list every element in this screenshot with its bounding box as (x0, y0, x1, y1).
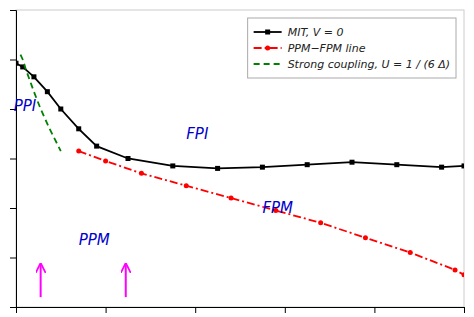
tick (10, 208, 16, 209)
tick-mark (374, 307, 375, 313)
point (318, 220, 323, 225)
tick-mark (10, 159, 16, 160)
point (139, 171, 144, 176)
tick-mark (10, 307, 16, 308)
tick-mark (10, 258, 16, 259)
tick (464, 307, 465, 313)
legend-label: Strong coupling, U = 1 / (6 Δ) (288, 58, 450, 71)
plot-area (16, 55, 464, 298)
point (439, 165, 444, 170)
legend-marker (265, 46, 270, 51)
legend: MIT, V = 0 PPM−FPM line Strong coupling, U… (248, 18, 456, 78)
legend-marker (265, 30, 270, 35)
point (76, 149, 81, 154)
annotation: PPI (14, 97, 37, 115)
tick-mark (106, 307, 107, 313)
tick (374, 307, 375, 313)
point (260, 165, 265, 170)
y-axis (10, 11, 17, 308)
point (229, 196, 234, 201)
point (363, 235, 368, 240)
point (76, 126, 81, 131)
point (16, 61, 19, 66)
point (45, 89, 50, 94)
point (305, 162, 310, 167)
tick (106, 307, 107, 313)
tick (10, 60, 16, 61)
tick-mark (464, 307, 465, 313)
legend-item: MIT, V = 0 (254, 26, 344, 39)
chart: FPI FPM PPM PPI MIT, V = 0 PPM−FPM line Strong… (0, 0, 474, 317)
legend-label: PPM−FPM line (288, 42, 366, 55)
arrow (125, 265, 127, 297)
axis-line (10, 11, 17, 308)
annotations: FPI FPM PPM PPI (14, 97, 293, 249)
tick-mark (195, 307, 196, 313)
tick-mark (285, 307, 286, 313)
arrow (40, 265, 42, 297)
point (103, 158, 108, 163)
point (31, 74, 36, 79)
point (462, 163, 465, 168)
tick (10, 307, 16, 308)
annotation: PPM (79, 231, 110, 249)
legend-box (248, 18, 456, 78)
point (462, 272, 465, 277)
series-line (79, 151, 464, 275)
tick (285, 307, 286, 313)
tick-mark (10, 208, 16, 209)
point (350, 160, 355, 165)
tick (195, 307, 196, 313)
plot-frame (16, 10, 464, 307)
legend-label: MIT, V = 0 (288, 26, 344, 39)
x-axis (17, 307, 465, 313)
tick (10, 159, 16, 160)
point (170, 163, 175, 168)
annotation: FPM (262, 199, 293, 217)
legend-item: PPM−FPM line (254, 42, 366, 55)
tick-mark (10, 60, 16, 61)
legend-item: Strong coupling, U = 1 / (6 Δ) (254, 58, 450, 71)
point (58, 107, 63, 112)
point (94, 144, 99, 149)
annotation: FPI (186, 125, 209, 143)
point (184, 183, 189, 188)
point (126, 156, 131, 161)
legend-swatch (254, 63, 282, 65)
tick (10, 258, 16, 259)
point (215, 166, 220, 171)
point (408, 250, 413, 255)
tick-mark (10, 10, 16, 11)
point (394, 162, 399, 167)
axis-line (17, 308, 465, 314)
point (453, 267, 458, 272)
tick (10, 10, 16, 11)
